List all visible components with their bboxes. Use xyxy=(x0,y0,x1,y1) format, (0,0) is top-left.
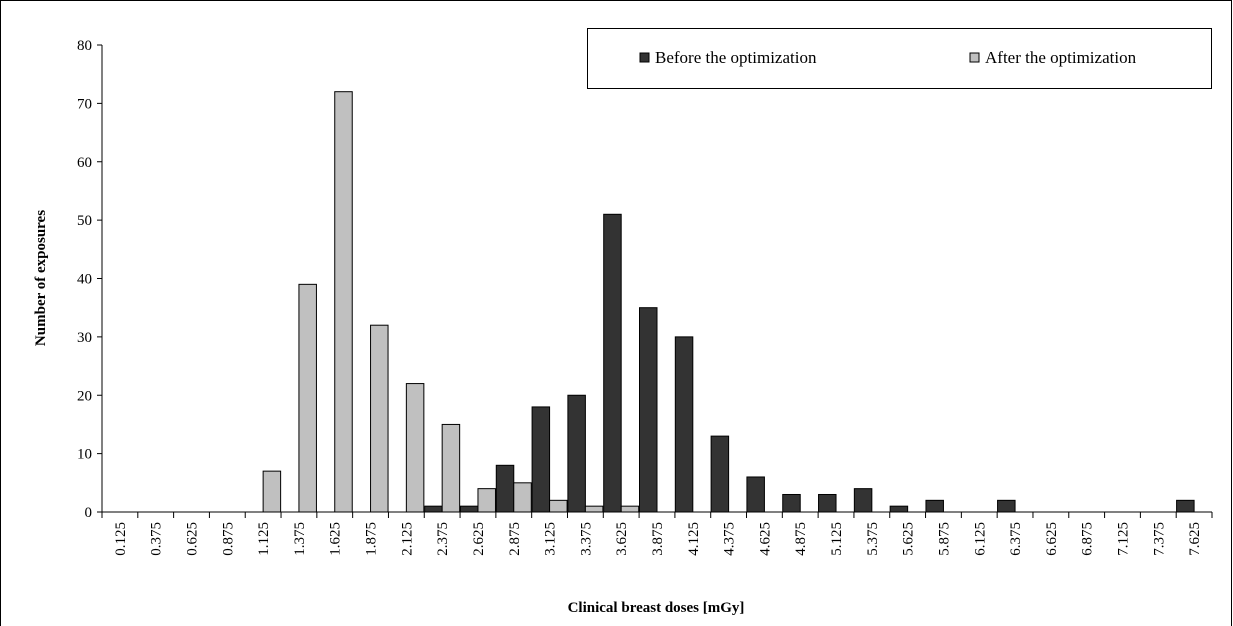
y-tick-label: 40 xyxy=(77,272,92,288)
x-tick-label: 2.375 xyxy=(435,522,451,556)
legend-label: Before the optimization xyxy=(655,48,817,67)
legend-box xyxy=(587,28,1212,89)
x-tick-label: 3.875 xyxy=(650,522,666,556)
x-tick-label: 2.125 xyxy=(399,522,415,556)
y-tick-label: 10 xyxy=(77,447,92,463)
x-tick-label: 7.625 xyxy=(1187,522,1203,556)
x-tick-label: 3.625 xyxy=(614,522,630,556)
bar xyxy=(262,470,282,513)
x-axis-label: Clinical breast doses [mGy] xyxy=(568,600,745,616)
bar xyxy=(889,505,909,513)
x-tick-label: 3.375 xyxy=(578,522,594,556)
bar xyxy=(334,91,353,513)
legend-label: After the optimization xyxy=(985,48,1137,67)
x-tick-label: 5.875 xyxy=(936,522,952,556)
bar xyxy=(459,505,479,513)
bar xyxy=(620,505,640,513)
x-tick-label: 5.125 xyxy=(829,522,845,556)
bar xyxy=(513,482,532,513)
bar xyxy=(549,499,568,513)
bar xyxy=(441,423,461,513)
bar xyxy=(674,336,694,513)
x-tick-label: 6.625 xyxy=(1044,522,1060,556)
bar xyxy=(584,505,604,513)
x-tick-label: 1.875 xyxy=(364,522,380,556)
bar xyxy=(818,493,837,513)
y-tick-label: 70 xyxy=(77,96,92,112)
legend-swatch xyxy=(969,52,980,63)
bar xyxy=(298,283,317,513)
x-tick-label: 5.375 xyxy=(865,522,881,556)
bar xyxy=(370,324,389,513)
x-tick-label: 0.625 xyxy=(185,522,201,556)
bar xyxy=(639,307,658,513)
x-tick-label: 2.625 xyxy=(471,522,487,556)
bar xyxy=(710,435,730,513)
x-tick-label: 7.375 xyxy=(1151,522,1167,556)
bar xyxy=(567,394,586,513)
x-tick-label: 0.875 xyxy=(220,522,236,556)
y-tick-label: 30 xyxy=(77,330,92,346)
x-tick-label: 4.375 xyxy=(722,522,738,556)
x-tick-label: 6.375 xyxy=(1008,522,1024,556)
y-tick-label: 20 xyxy=(77,388,92,404)
bar xyxy=(424,505,443,513)
bar xyxy=(746,476,765,513)
y-tick-label: 50 xyxy=(77,213,92,229)
x-tick-label: 1.625 xyxy=(328,522,344,556)
x-tick-label: 2.875 xyxy=(507,522,523,556)
x-tick-label: 4.625 xyxy=(757,522,773,556)
bar xyxy=(603,213,622,513)
bar xyxy=(405,383,425,513)
x-tick-label: 6.875 xyxy=(1080,522,1096,556)
y-tick-label: 60 xyxy=(77,155,92,171)
x-tick-label: 0.375 xyxy=(149,522,165,556)
x-tick-label: 3.125 xyxy=(543,522,559,556)
x-tick-label: 6.125 xyxy=(972,522,988,556)
x-tick-label: 1.125 xyxy=(256,522,272,556)
bar xyxy=(495,464,515,513)
bar xyxy=(925,499,944,513)
bar xyxy=(531,406,551,513)
x-tick-label: 4.125 xyxy=(686,522,702,556)
y-axis-label: Number of exposures xyxy=(33,210,49,346)
bar xyxy=(997,499,1016,513)
bar xyxy=(853,488,873,513)
bar xyxy=(477,488,496,513)
legend-swatch xyxy=(639,52,650,63)
x-tick-label: 0.125 xyxy=(113,522,129,556)
y-tick-label: 80 xyxy=(77,38,92,54)
x-tick-label: 7.125 xyxy=(1115,522,1131,556)
bar xyxy=(782,493,801,513)
x-tick-label: 1.375 xyxy=(292,522,308,556)
y-tick-label: 0 xyxy=(85,505,93,521)
bar xyxy=(1176,499,1195,513)
x-tick-label: 4.875 xyxy=(793,522,809,556)
x-tick-label: 5.625 xyxy=(901,522,917,556)
